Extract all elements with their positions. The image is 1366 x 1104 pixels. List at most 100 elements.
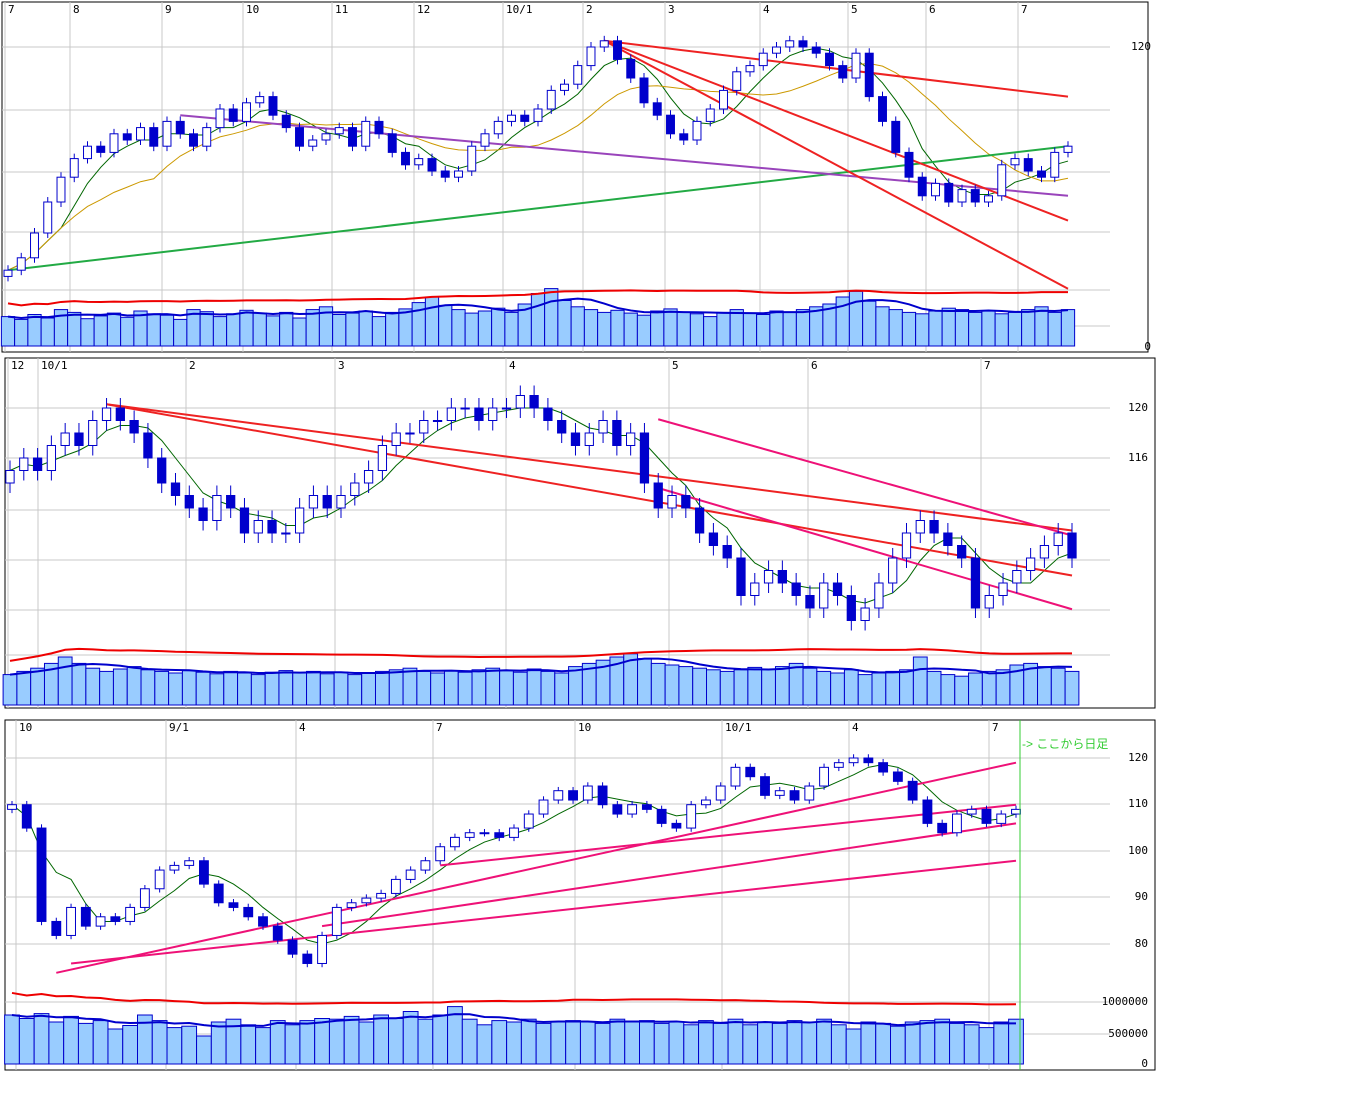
candle [656,805,667,828]
volume-bar [568,666,583,706]
volume-bar [1047,311,1062,347]
candle-body [242,102,251,122]
month-label: 6 [811,359,818,372]
y-tick-label: 116 [1128,451,1148,464]
volume-ma-long [9,647,1072,662]
candle-body [363,470,374,484]
candle [750,573,760,606]
candle [922,796,933,828]
candle [96,141,106,158]
volume-bar [570,306,585,347]
candle-body [570,432,581,446]
candle-body [811,46,821,54]
candle-body [970,189,980,203]
candle-body [493,120,503,135]
candle-body [154,869,165,890]
volume-bar [417,1018,434,1065]
volume-bar [173,318,188,347]
volume-bar [719,670,735,706]
candle [639,423,650,493]
candle [294,498,305,543]
volume-bar [461,1018,478,1065]
candle-body [708,532,719,546]
volume-bar [650,310,665,347]
volume-bar [27,314,42,347]
candle [791,573,801,606]
candle [915,510,925,543]
volume-bar [565,1020,581,1065]
candle-body [888,557,898,584]
candle-body [56,176,66,203]
volume-bar [159,314,175,347]
candle [832,573,843,606]
volume-bar [890,1025,906,1065]
volume-bar [306,670,321,706]
volume-bar [85,667,101,706]
volume-bar [250,674,266,706]
volume-bar [80,318,95,347]
candle-body [446,407,456,421]
candle-body [1025,557,1036,571]
candle [745,763,756,781]
candle [819,763,829,790]
volume-bar [388,669,404,706]
volume-bar [993,1021,1010,1065]
volume-bar [544,288,559,347]
candle [322,485,332,518]
month-label: 10 [246,3,259,16]
volume-bar [550,1021,567,1065]
candle-body [798,40,808,48]
candle-body [7,804,17,810]
candle-body [377,445,388,471]
volume-bar [265,315,281,347]
trendline [604,39,1069,98]
month-label: 8 [73,3,80,16]
candle [43,197,53,238]
volume-bar [540,670,556,706]
volume-bar [199,311,214,347]
candle [346,899,357,912]
volume-bar [154,670,170,706]
candle [184,485,194,518]
candle [957,184,967,207]
candle [143,423,153,468]
candle-body [758,52,768,67]
candle-body [515,395,525,409]
volume-bar [239,309,254,347]
candle [501,398,512,418]
candle [83,141,92,164]
candle-body [543,407,553,421]
candle [336,485,346,518]
candle-body [488,407,498,421]
candle-body [944,182,954,203]
candle [243,903,254,921]
candle-body [322,495,332,509]
volume-bar [954,309,970,347]
candle-body [966,808,977,815]
candle-body [538,799,549,815]
volume-bar [1034,306,1049,347]
candle-body [454,170,463,178]
candle [255,91,265,108]
volume-bar [706,669,721,706]
volume-bar [292,317,307,347]
candle [5,460,15,493]
candle-body [1039,545,1050,559]
candle [952,810,962,837]
candle-body [1037,170,1046,178]
volume-bar [477,310,493,347]
candle-body [891,120,901,153]
candle [129,410,139,443]
candle [139,885,150,912]
volume-bar [1007,311,1023,347]
volume-bar [530,293,546,347]
volume-bar [904,1021,921,1065]
candle [302,950,313,968]
volume-bar [774,666,790,706]
volume-bar [994,313,1009,347]
candle-body [878,762,889,773]
candle-body [162,120,172,147]
candle [16,252,26,276]
candle [189,128,198,152]
candle-body [74,432,84,446]
